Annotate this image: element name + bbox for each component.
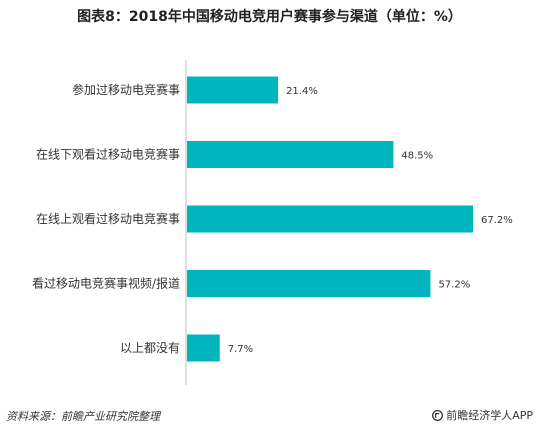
category-label: 在线下观看过移动电竞赛事 xyxy=(36,147,180,162)
value-label: 67.2% xyxy=(481,215,513,226)
value-label: 57.2% xyxy=(438,280,470,291)
brand-label: 前瞻经济学人APP xyxy=(446,409,533,422)
category-label: 以上都没有 xyxy=(120,340,180,355)
bars-group: 参加过移动电竞赛事 21.4% 在线下观看过移动电竞赛事 48.5% 在线上观看过移动电… xyxy=(32,76,513,362)
category-label: 参加过移动电竞赛事 xyxy=(72,82,180,97)
brand: 前瞻经济学人APP xyxy=(432,407,533,423)
bar xyxy=(187,141,394,168)
chart-title: 图表8：2018年中国移动电竞用户赛事参与渠道（单位：%） xyxy=(77,9,462,25)
value-label: 7.7% xyxy=(228,344,253,355)
category-label: 在线上观看过移动电竞赛事 xyxy=(36,211,180,226)
bar xyxy=(187,76,279,104)
bar xyxy=(187,270,431,297)
source-note: 资料来源：前瞻产业研究院整理 xyxy=(6,410,160,423)
bar xyxy=(187,334,220,362)
value-label: 48.5% xyxy=(401,151,433,162)
value-label: 21.4% xyxy=(286,86,318,97)
bar xyxy=(187,205,473,233)
qianzhan-logo-icon xyxy=(432,409,444,421)
category-label: 看过移动电竞赛事视频/报道 xyxy=(32,276,180,291)
